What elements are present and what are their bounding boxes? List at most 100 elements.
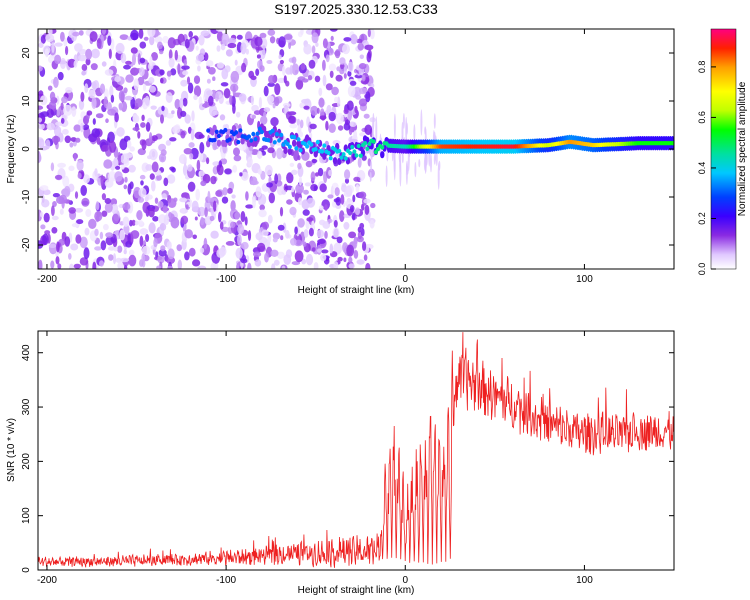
noise-blob [198, 170, 205, 177]
noise-blob [250, 149, 260, 155]
noise-blob [225, 49, 233, 57]
streak-blob [430, 153, 432, 173]
noise-blob [303, 189, 309, 195]
noise-blob [78, 99, 85, 111]
ridge-core [292, 135, 297, 140]
noise-blob [331, 86, 339, 96]
ridge-core [216, 133, 221, 139]
streak-blob [401, 121, 404, 142]
noise-blob [120, 164, 125, 170]
noise-blob [138, 187, 147, 198]
noise-blob [230, 200, 236, 212]
streak-blob [393, 113, 396, 139]
noise-blob [176, 244, 183, 252]
noise-blob [349, 138, 358, 143]
noise-blob [334, 187, 340, 197]
noise-blob [127, 233, 131, 245]
noise-blob [247, 262, 252, 269]
noise-blob [110, 94, 115, 103]
noise-blob [198, 151, 204, 162]
noise-blob [217, 62, 224, 69]
noise-blob [297, 162, 302, 170]
noise-blob [219, 221, 224, 230]
noise-blob [115, 84, 124, 91]
noise-blob [46, 122, 55, 131]
noise-blob [54, 42, 63, 47]
noise-blob [329, 70, 334, 79]
noise-blob [208, 67, 216, 75]
noise-blob [257, 242, 266, 252]
noise-blob [304, 182, 311, 187]
noise-blob [347, 85, 356, 97]
noise-blob [216, 248, 225, 258]
noise-blob [188, 142, 195, 148]
ridge-core [363, 141, 368, 146]
ridge-core [354, 153, 359, 158]
noise-blob [128, 254, 137, 267]
noise-blob [330, 185, 334, 198]
noise-blob [343, 37, 352, 42]
noise-blob [123, 249, 127, 255]
noise-blob [71, 223, 79, 228]
noise-blob [328, 123, 336, 133]
streak-blob [393, 152, 396, 181]
noise-blob [51, 42, 55, 54]
noise-blob [125, 74, 134, 83]
noise-blob [133, 78, 139, 91]
ridge-core [298, 148, 303, 153]
noise-blob [120, 257, 130, 263]
noise-blob [99, 260, 104, 267]
noise-blob [270, 117, 279, 127]
chart-title: S197.2025.330.12.53.C33 [274, 1, 438, 17]
noise-blob [366, 51, 372, 63]
noise-blob [183, 148, 193, 155]
noise-blob [350, 34, 358, 45]
noise-blob [178, 154, 187, 164]
noise-blob [264, 252, 269, 263]
noise-blob [269, 36, 276, 44]
noise-blob [92, 261, 97, 269]
noise-blob [181, 65, 190, 70]
noise-blob [364, 44, 374, 51]
noise-blob [167, 265, 173, 269]
noise-blob [123, 184, 128, 190]
noise-blob [256, 54, 261, 59]
streak-blob [372, 113, 375, 130]
noise-blob [101, 61, 107, 67]
noise-blob [108, 254, 114, 261]
noise-blob [40, 224, 46, 230]
ridge-core [277, 138, 282, 143]
noise-blob [215, 29, 225, 32]
noise-blob [203, 237, 208, 250]
noise-blob [259, 65, 265, 72]
noise-blob [180, 79, 188, 87]
noise-blob [212, 76, 216, 81]
noise-blob [71, 106, 77, 117]
ridge-core [272, 140, 277, 145]
noise-blob [295, 183, 304, 194]
noise-blob [322, 38, 328, 49]
ridge-core [305, 144, 310, 149]
noise-blob [221, 32, 229, 45]
noise-blob [200, 180, 207, 187]
noise-blob [157, 254, 165, 264]
noise-blob [184, 229, 193, 239]
ridge-core [275, 132, 279, 137]
noise-blob [351, 212, 356, 221]
noise-blob [234, 59, 238, 66]
noise-blob [337, 256, 343, 262]
noise-blob [199, 247, 205, 254]
noise-blob [329, 243, 334, 254]
noise-blob [212, 110, 219, 115]
noise-blob [207, 190, 211, 203]
noise-blob [289, 162, 295, 167]
noise-blob [149, 56, 153, 67]
noise-blob [108, 48, 112, 59]
noise-blob [107, 35, 112, 46]
noise-blob [48, 243, 57, 248]
noise-blob [273, 259, 280, 266]
ridge-core [373, 149, 378, 155]
noise-blob [65, 45, 69, 56]
noise-blob [42, 189, 51, 196]
noise-blob [105, 232, 114, 238]
